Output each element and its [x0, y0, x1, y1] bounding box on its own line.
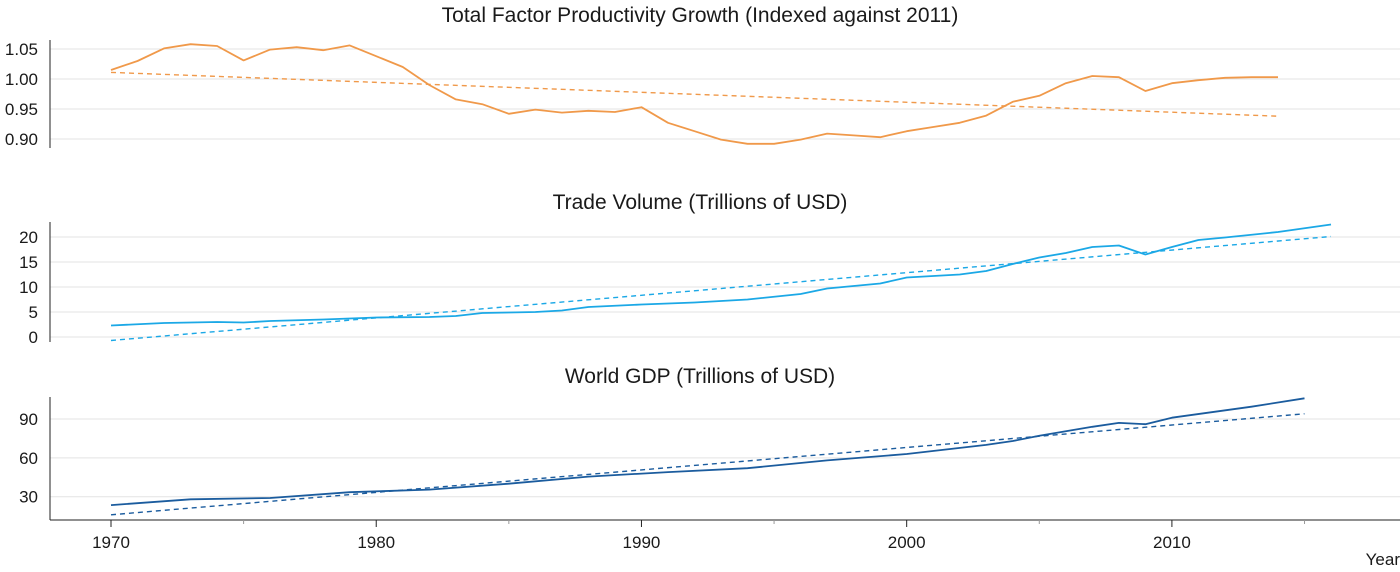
world-gdp-ytick-label: 60 — [19, 449, 38, 468]
trade-volume-ytick-label: 15 — [19, 253, 38, 272]
x-tick-label: 2000 — [888, 533, 926, 552]
tfp-ytick-label: 1.05 — [5, 40, 38, 59]
trade-volume-trend-line — [110, 235, 1332, 342]
x-tick-label: 1970 — [92, 533, 130, 552]
tfp-ytick-label: 0.90 — [5, 130, 38, 149]
world-gdp-ytick-label: 90 — [19, 410, 38, 429]
x-tick-label: 2010 — [1153, 533, 1191, 552]
trade-volume-title: Trade Volume (Trillions of USD) — [553, 191, 848, 214]
world-gdp-series-line — [110, 397, 1305, 506]
tfp-trend-line — [110, 71, 1279, 117]
world-gdp-trend-line — [110, 413, 1305, 516]
tfp-ytick-label: 0.95 — [5, 100, 38, 119]
trade-volume-ytick-label: 20 — [19, 228, 38, 247]
x-tick-label: 1980 — [357, 533, 395, 552]
trade-volume-series-line — [110, 223, 1332, 327]
tfp-series-line — [110, 43, 1278, 145]
x-tick-label: 1990 — [623, 533, 661, 552]
world-gdp-ytick-label: 30 — [19, 488, 38, 507]
trade-volume-ytick-label: 0 — [29, 328, 38, 347]
trade-volume-ytick-label: 5 — [29, 303, 38, 322]
world-gdp-title: World GDP (Trillions of USD) — [565, 365, 835, 388]
trade-volume-ytick-label: 10 — [19, 278, 38, 297]
tfp-ytick-label: 1.00 — [5, 70, 38, 89]
tfp-title: Total Factor Productivity Growth (Indexe… — [442, 4, 959, 27]
x-axis-label: Year — [1366, 550, 1400, 569]
